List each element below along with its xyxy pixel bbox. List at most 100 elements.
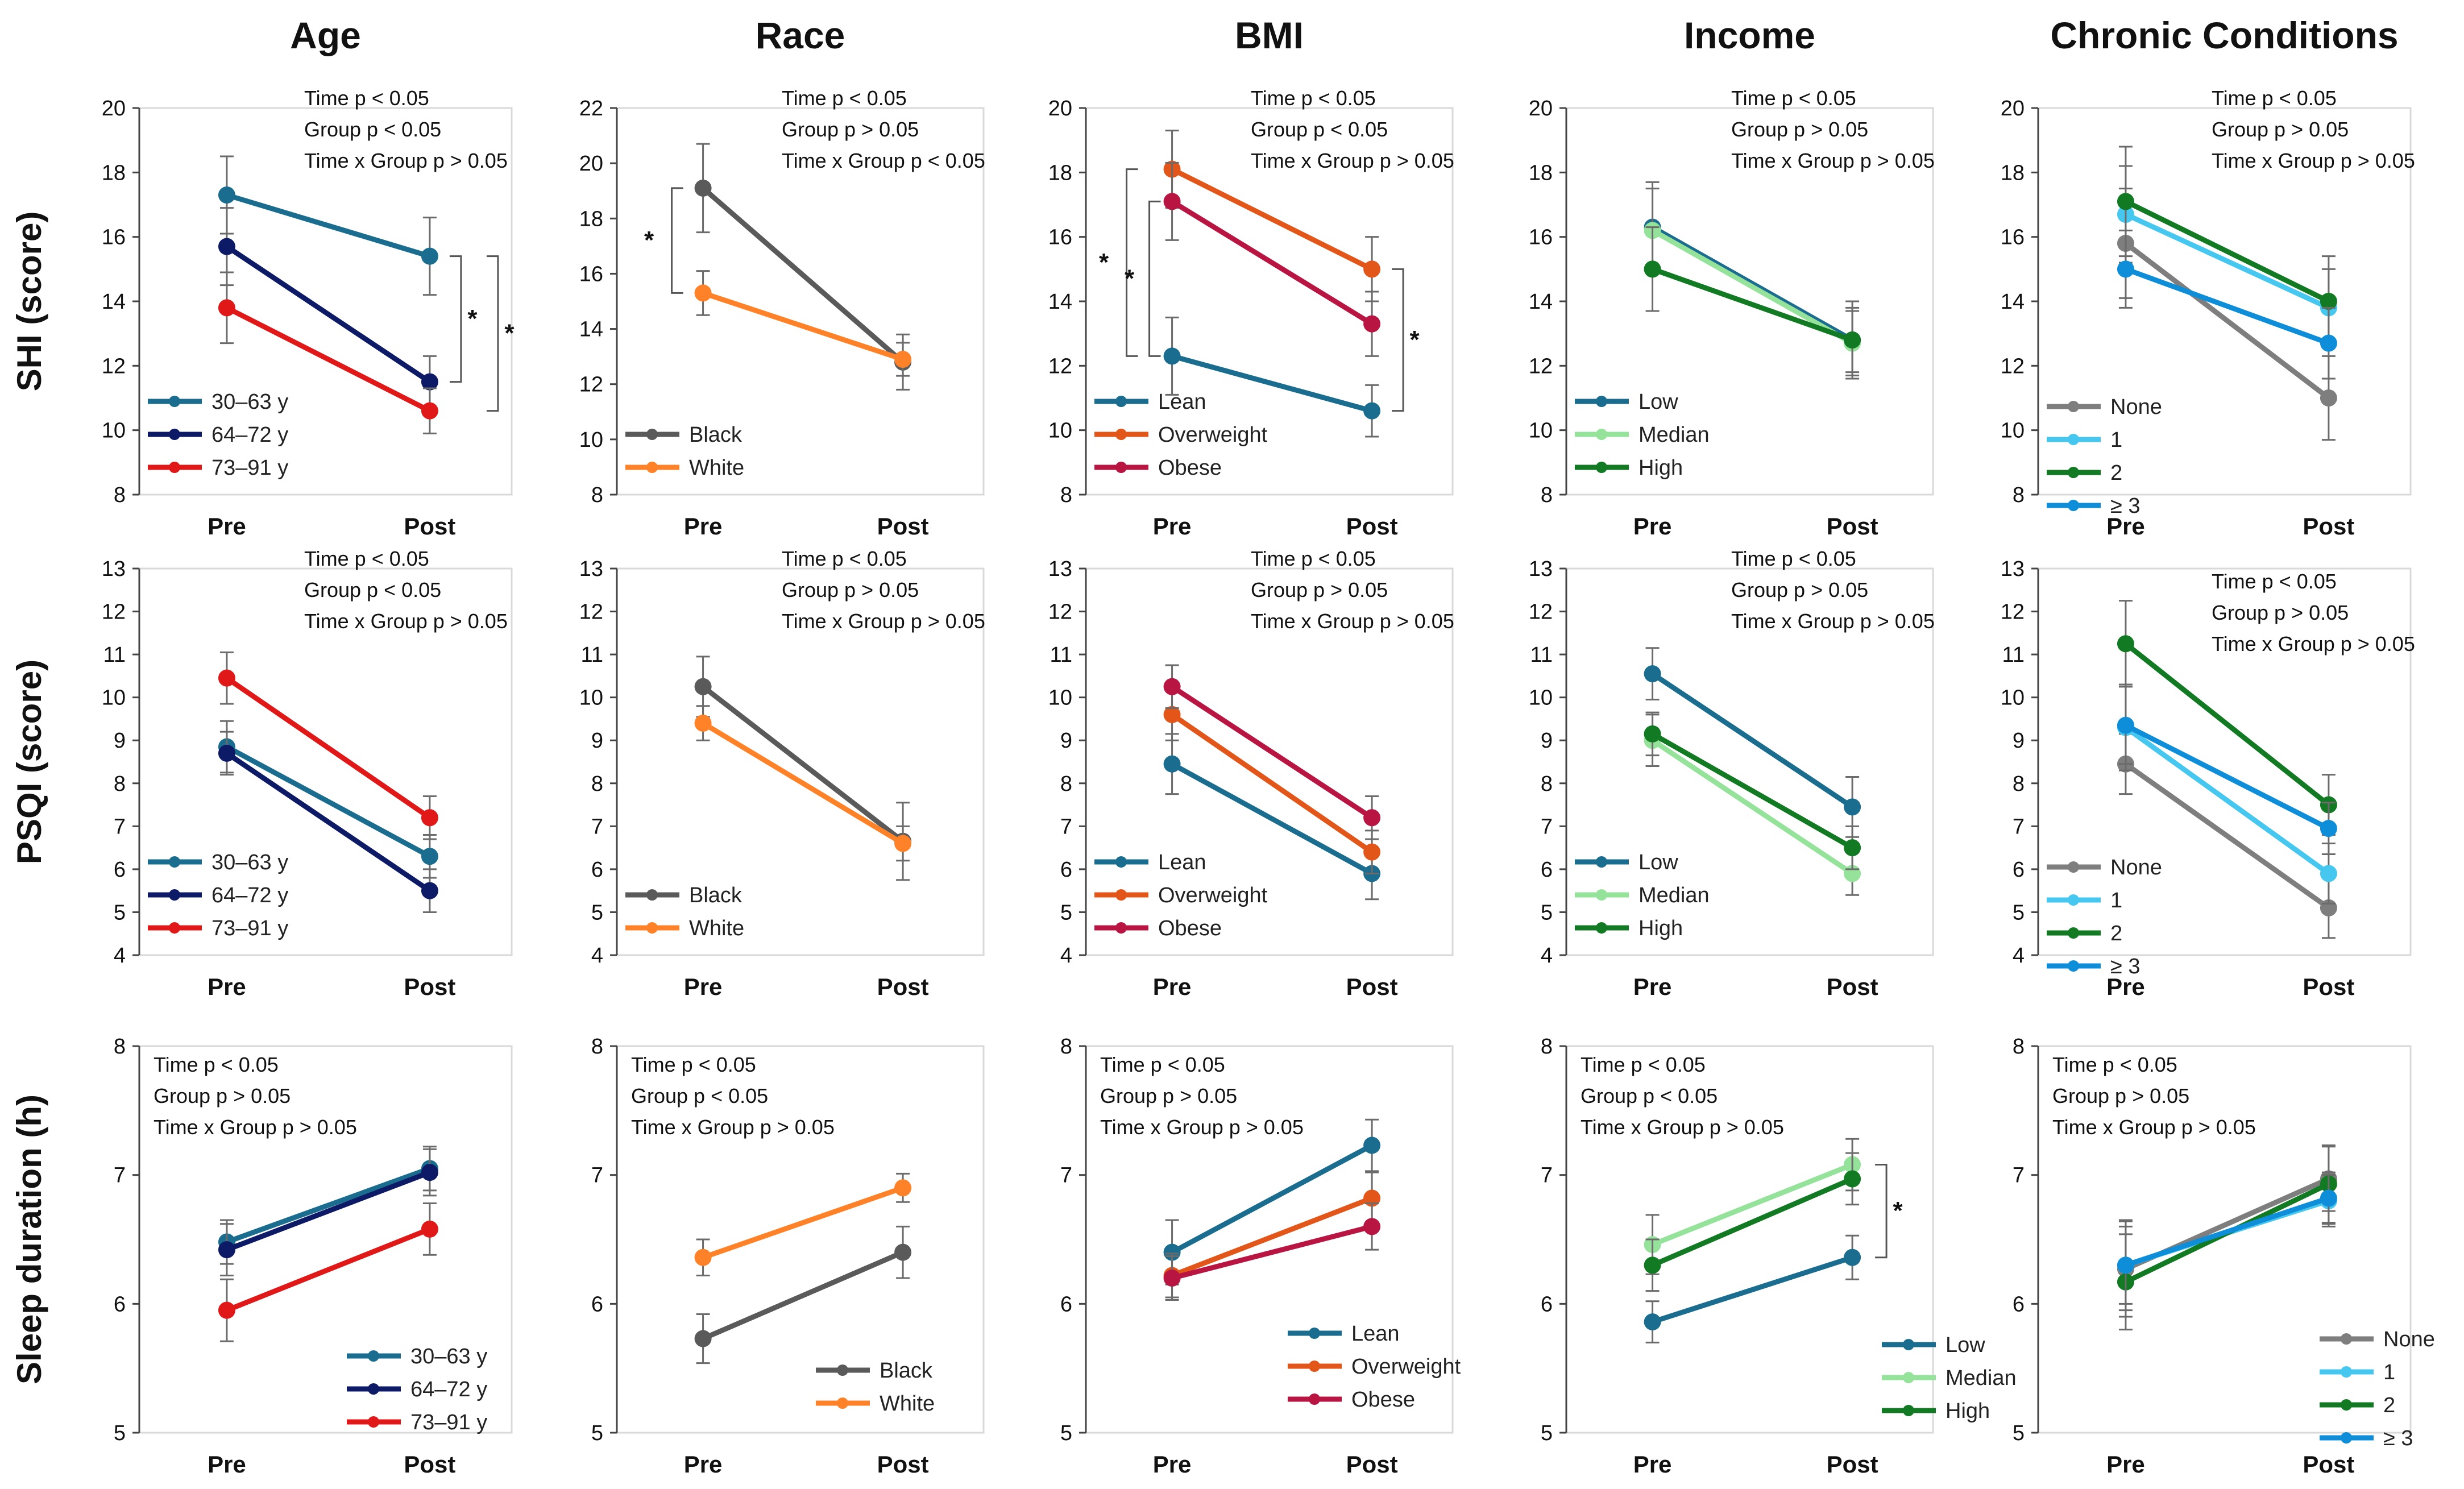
stats-annotation: Group p > 0.05 [782, 578, 919, 602]
data-series [218, 1202, 438, 1342]
x-category-label: Post [2303, 1451, 2354, 1478]
series-line [700, 290, 906, 362]
legend-marker [1596, 922, 1607, 934]
y-tick-label: 7 [2013, 815, 2025, 839]
series-line [2123, 761, 2332, 911]
legend-label: 64–72 y [410, 1378, 487, 1401]
legend-marker [1596, 856, 1607, 868]
legend: Black White [625, 884, 744, 940]
legend-label: ≥ 3 [2110, 494, 2141, 518]
legend: Lean Overweight Obese [1288, 1322, 1461, 1412]
stats-annotation: Time x Group p > 0.05 [1581, 1115, 1784, 1139]
data-series [1163, 130, 1381, 302]
x-category-label: Pre [208, 513, 246, 540]
data-point [218, 669, 235, 687]
legend: None 1 2 ≥ 3 [2320, 1328, 2435, 1450]
data-point [1644, 260, 1661, 278]
x-category-label: Pre [1633, 513, 1672, 540]
y-tick-label: 12 [1529, 354, 1553, 378]
legend-marker [2341, 1366, 2352, 1378]
y-tick-label: 11 [1530, 643, 1553, 667]
chart-panel: 4 5 6 7 8 9 10 11 12 13 Pre Post Time p < 0.05 Group … [102, 547, 513, 1000]
data-series [1644, 1234, 1861, 1343]
data-series [2117, 146, 2337, 347]
stats-annotation: Group p < 0.05 [1251, 118, 1388, 141]
data-point [1644, 665, 1661, 683]
chart-panel: 4 5 6 7 8 9 10 11 12 13 Pre Post Time p < 0.05 Group … [1529, 547, 1935, 1000]
row-label: SHI (score) [10, 211, 48, 392]
legend-label: None [2110, 395, 2162, 419]
x-category-label: Post [1346, 1451, 1398, 1478]
legend-label: ≥ 3 [2110, 955, 2141, 978]
legend-label: White [880, 1392, 935, 1416]
legend-marker [2068, 894, 2079, 906]
legend-marker [1903, 1339, 1914, 1350]
y-tick-label: 7 [2013, 1164, 2025, 1188]
legend-marker [2068, 401, 2079, 412]
y-tick-label: 7 [1541, 1164, 1553, 1188]
x-category-label: Pre [2106, 1451, 2145, 1478]
series-line [2123, 723, 2332, 831]
data-point [694, 284, 712, 302]
x-category-label: Post [1346, 973, 1398, 1000]
x-category-label: Pre [1153, 973, 1192, 1000]
data-point [1363, 402, 1381, 420]
data-series [1163, 161, 1381, 357]
y-tick-label: 6 [1060, 1292, 1072, 1316]
legend: 30–63 y 64–72 y 73–91 y [148, 851, 288, 940]
series-line [224, 1166, 433, 1245]
legend-marker [1115, 922, 1127, 934]
data-point [1844, 331, 1861, 349]
series-line [1169, 167, 1375, 272]
data-point [1644, 1256, 1661, 1274]
chart-panel: 5 6 7 8 Pre Post Time p < 0.05 Group p < 0.05 Ti… [591, 1035, 985, 1478]
legend-marker [2068, 927, 2079, 939]
data-point [694, 1330, 712, 1347]
data-point [2117, 1256, 2134, 1274]
legend-label: None [2383, 1328, 2435, 1351]
y-tick-label: 10 [1529, 419, 1553, 443]
data-series [1644, 181, 1861, 380]
stats-annotation: Time x Group p > 0.05 [1731, 149, 1935, 172]
legend-label: 30–63 y [410, 1345, 487, 1368]
legend-label: Low [1638, 390, 1678, 414]
y-tick-label: 7 [1541, 815, 1553, 839]
legend-label: Lean [1158, 390, 1206, 414]
data-point [1163, 193, 1181, 210]
legend: None 1 2 ≥ 3 [2047, 395, 2162, 518]
y-tick-label: 13 [2001, 557, 2025, 581]
y-tick-label: 22 [579, 97, 603, 121]
chart-panel: 4 5 6 7 8 9 10 11 12 13 Pre Post Time p < 0.05 Group … [1048, 547, 1454, 1000]
legend-marker [169, 922, 180, 934]
legend-marker [169, 889, 180, 901]
data-series [2117, 686, 2337, 855]
y-tick-label: 13 [1048, 557, 1072, 581]
y-tick-label: 9 [1060, 729, 1072, 753]
legend-marker [2068, 434, 2079, 445]
x-category-label: Pre [1633, 1451, 1672, 1478]
data-point [1844, 1249, 1861, 1266]
y-tick-label: 13 [1529, 557, 1553, 581]
legend-label: Low [1638, 851, 1678, 874]
significance-bracket [1148, 200, 1161, 357]
series-line [224, 744, 433, 859]
series-line [1650, 1176, 1855, 1268]
y-tick-label: 5 [1060, 1421, 1072, 1445]
legend-marker [2068, 861, 2079, 873]
data-series [1163, 1202, 1381, 1301]
y-tick-label: 5 [1541, 901, 1553, 924]
y-tick-label: 14 [2001, 290, 2025, 314]
stats-annotation: Time p < 0.05 [1581, 1053, 1706, 1076]
y-tick-label: 18 [579, 207, 603, 231]
y-tick-label: 4 [1060, 944, 1072, 968]
legend-label: Overweight [1158, 423, 1268, 447]
y-tick-label: 13 [102, 557, 126, 581]
series-line [700, 185, 906, 365]
data-point [2320, 1189, 2337, 1207]
legend-marker [2341, 1333, 2352, 1345]
data-point [1363, 1137, 1381, 1154]
stats-annotation: Time p < 0.05 [2212, 570, 2337, 593]
legend: Black White [816, 1359, 935, 1416]
y-tick-label: 8 [1060, 1035, 1072, 1059]
x-category-label: Post [1827, 513, 1878, 540]
